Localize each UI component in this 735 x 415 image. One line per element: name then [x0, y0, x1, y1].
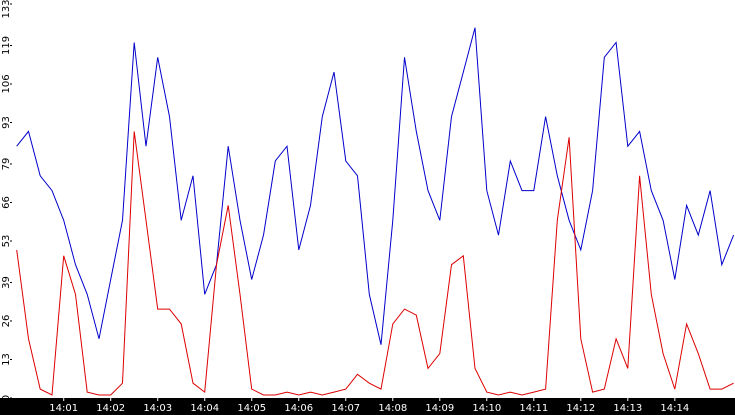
y-tick-label: 106	[1, 74, 12, 93]
y-tick-label: 93	[1, 116, 12, 129]
y-tick-label: 0	[1, 395, 12, 401]
x-tick-label: 14:05	[237, 403, 266, 414]
y-tick-label: 26	[1, 315, 12, 328]
series-line	[16, 27, 735, 345]
y-tick-label: 53	[1, 235, 12, 248]
x-tick-label: 14:14	[660, 403, 689, 414]
y-tick-label: 66	[1, 196, 12, 209]
x-tick-label: 14:11	[519, 403, 548, 414]
x-tick-label: 14:04	[190, 403, 219, 414]
y-tick-label: 119	[1, 36, 12, 55]
x-tick-label: 14:13	[613, 403, 642, 414]
series-line	[16, 131, 734, 396]
x-tick-label: 14:07	[331, 403, 360, 414]
x-axis-bar	[0, 398, 735, 415]
y-tick-label: 133	[1, 0, 12, 19]
x-tick-label: 14:02	[96, 403, 125, 414]
x-tick-label: 14:01	[49, 403, 78, 414]
x-tick-label: 14:09	[425, 403, 454, 414]
x-tick-label: 14:12	[566, 403, 595, 414]
x-tick-label: 14:08	[378, 403, 407, 414]
y-tick-label: 39	[1, 276, 12, 289]
x-tick-label: 14:10	[472, 403, 501, 414]
y-tick-label: 13	[1, 353, 12, 366]
y-tick-label: 79	[1, 158, 12, 171]
x-tick-label: 14:03	[143, 403, 172, 414]
x-tick-label: 14:06	[284, 403, 313, 414]
